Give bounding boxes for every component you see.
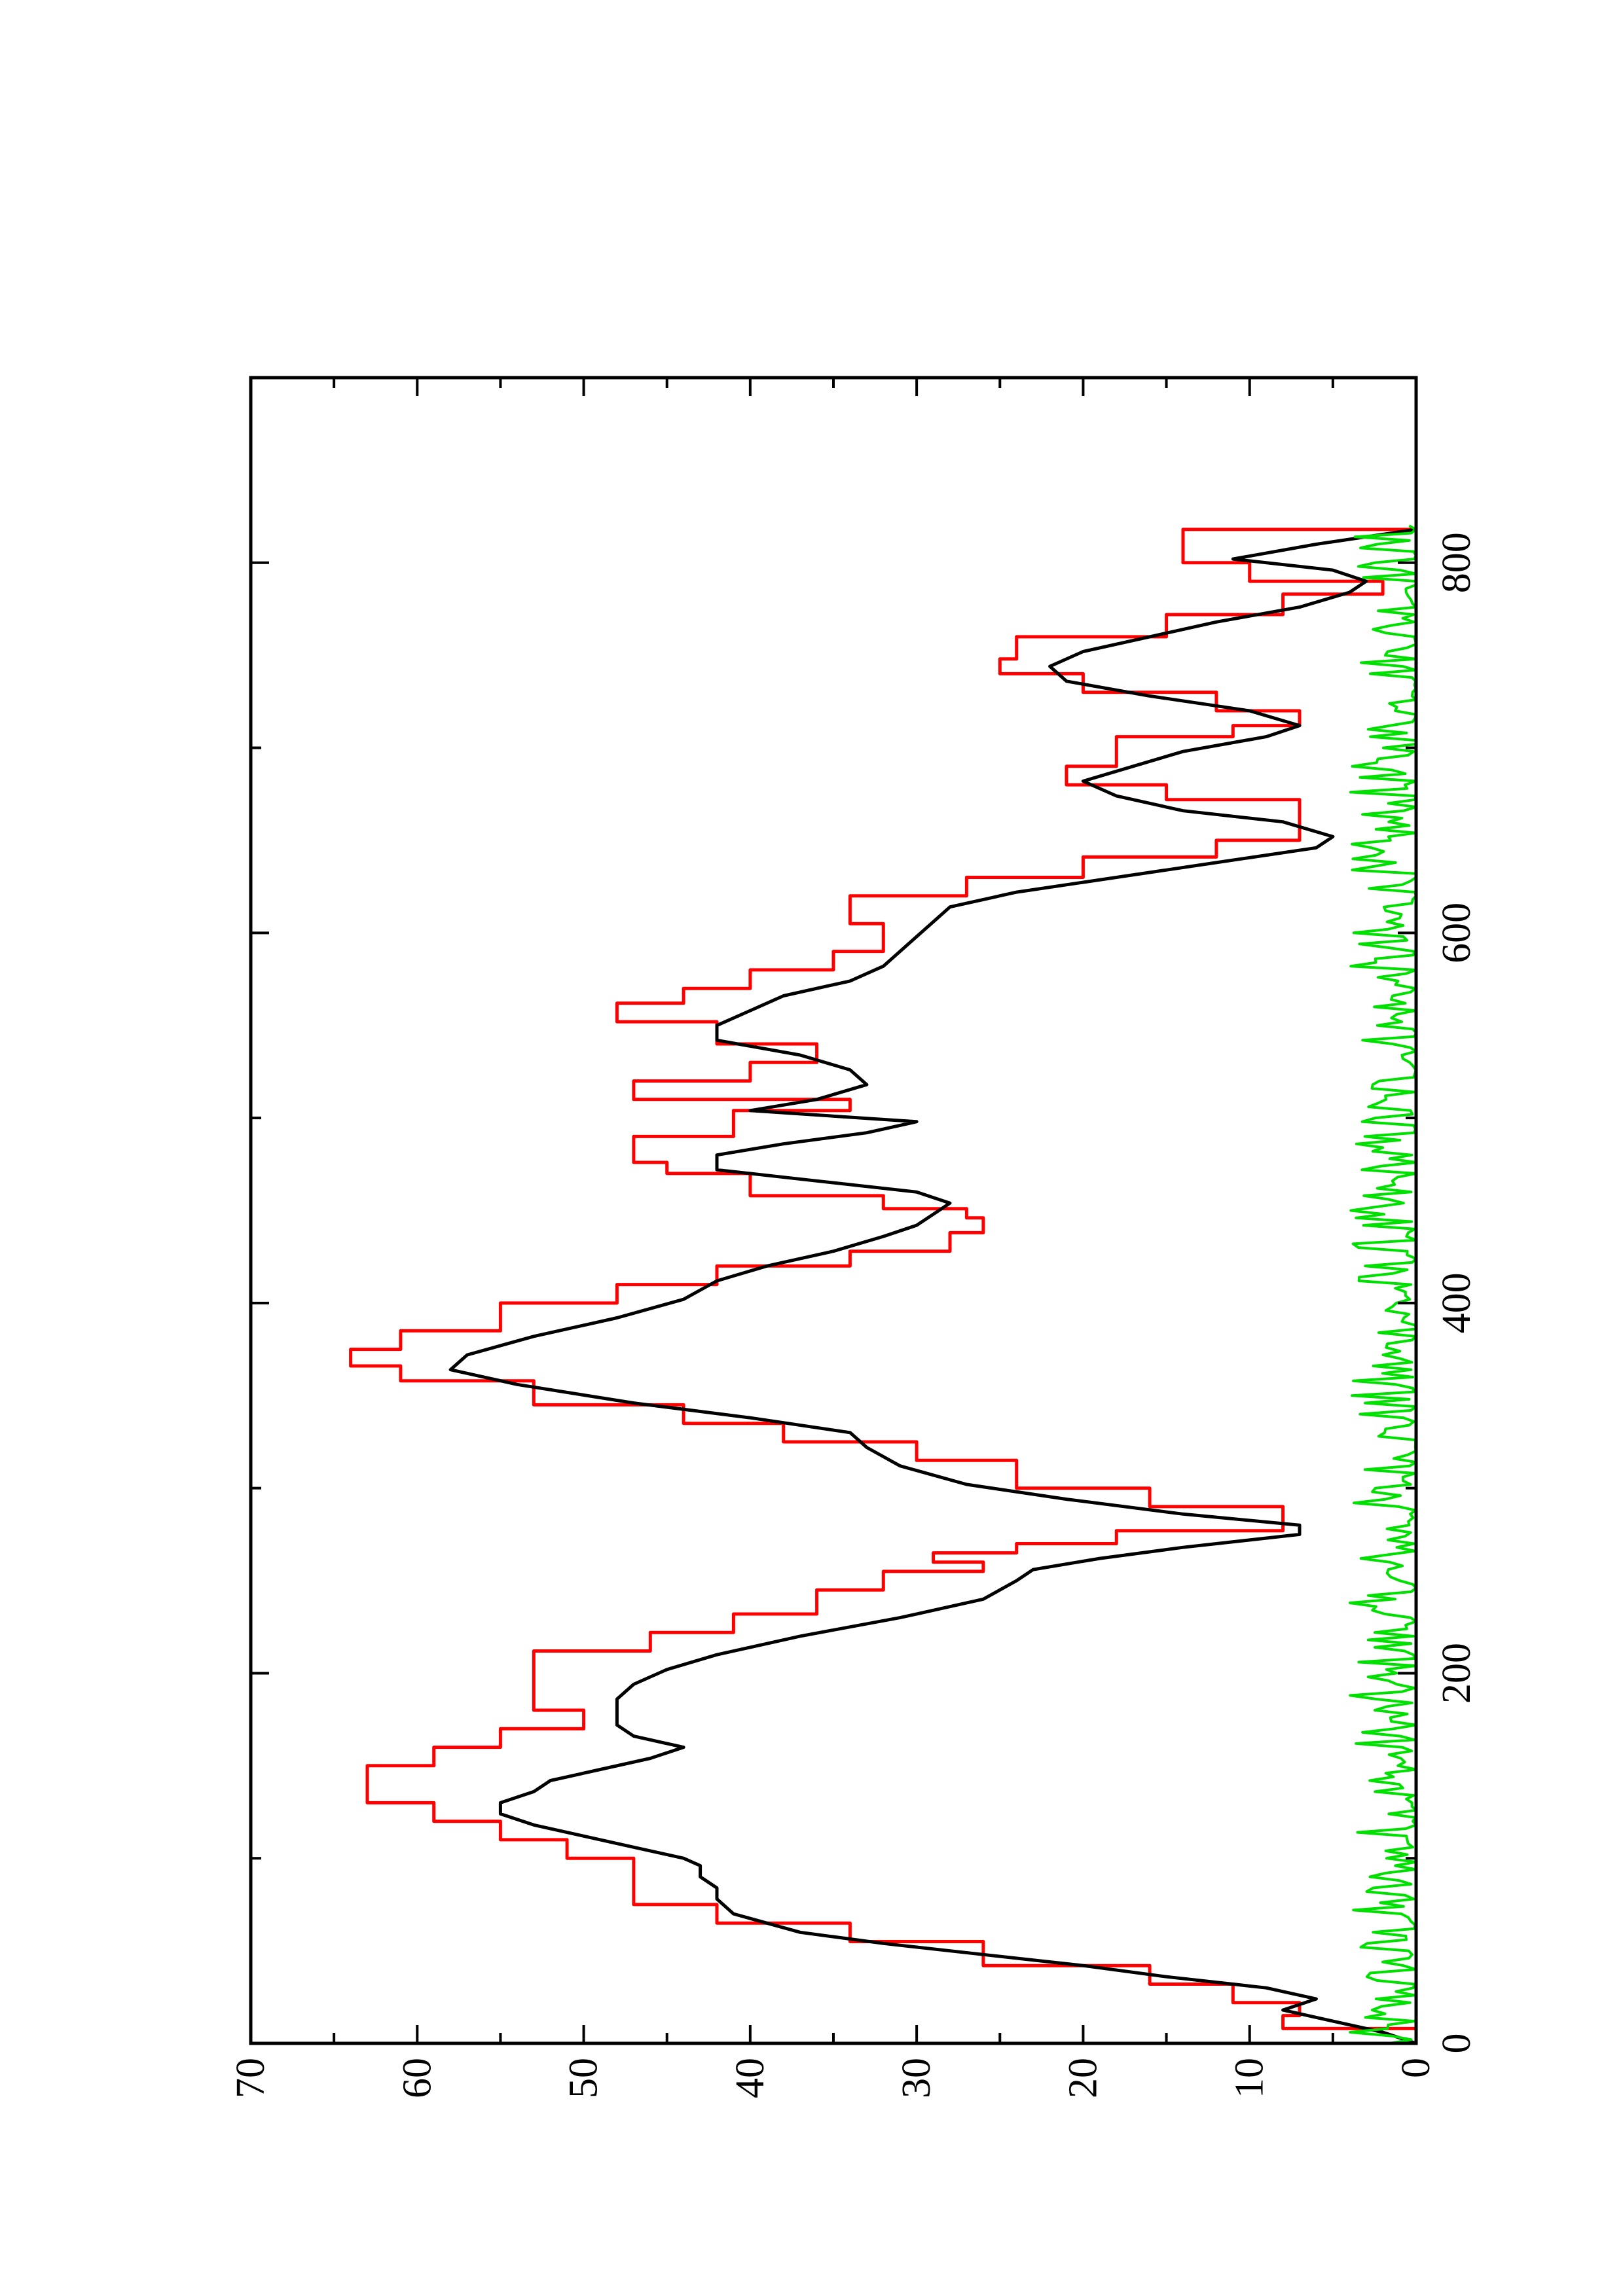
series-layer [349, 524, 1418, 2045]
x-tick-label: 800 [1434, 532, 1479, 593]
label-layer: 0 200 400 600 800 0 10 20 30 40 50 60 70 [228, 532, 1479, 2098]
y-tick-label: 70 [228, 2058, 273, 2098]
x-tick-label: 600 [1434, 903, 1479, 963]
x-tick-label: 200 [1434, 1643, 1479, 1704]
y-tick-label: 50 [562, 2058, 606, 2098]
series-line-2 [1348, 524, 1417, 2045]
y-tick-label: 30 [894, 2058, 939, 2098]
y-tick-label: 20 [1061, 2058, 1105, 2098]
series-line-1 [448, 528, 1417, 2045]
x-tick-label: 400 [1434, 1272, 1479, 1333]
x-tick-label: 0 [1434, 2034, 1479, 2054]
y-tick-label: 0 [1394, 2058, 1438, 2078]
tick-layer [249, 378, 1417, 2045]
y-tick-label: 40 [728, 2058, 773, 2098]
series-line-0 [349, 528, 1418, 2043]
y-tick-label: 60 [395, 2058, 439, 2098]
y-tick-label: 10 [1228, 2058, 1272, 2098]
plot-frame [249, 376, 1418, 2045]
